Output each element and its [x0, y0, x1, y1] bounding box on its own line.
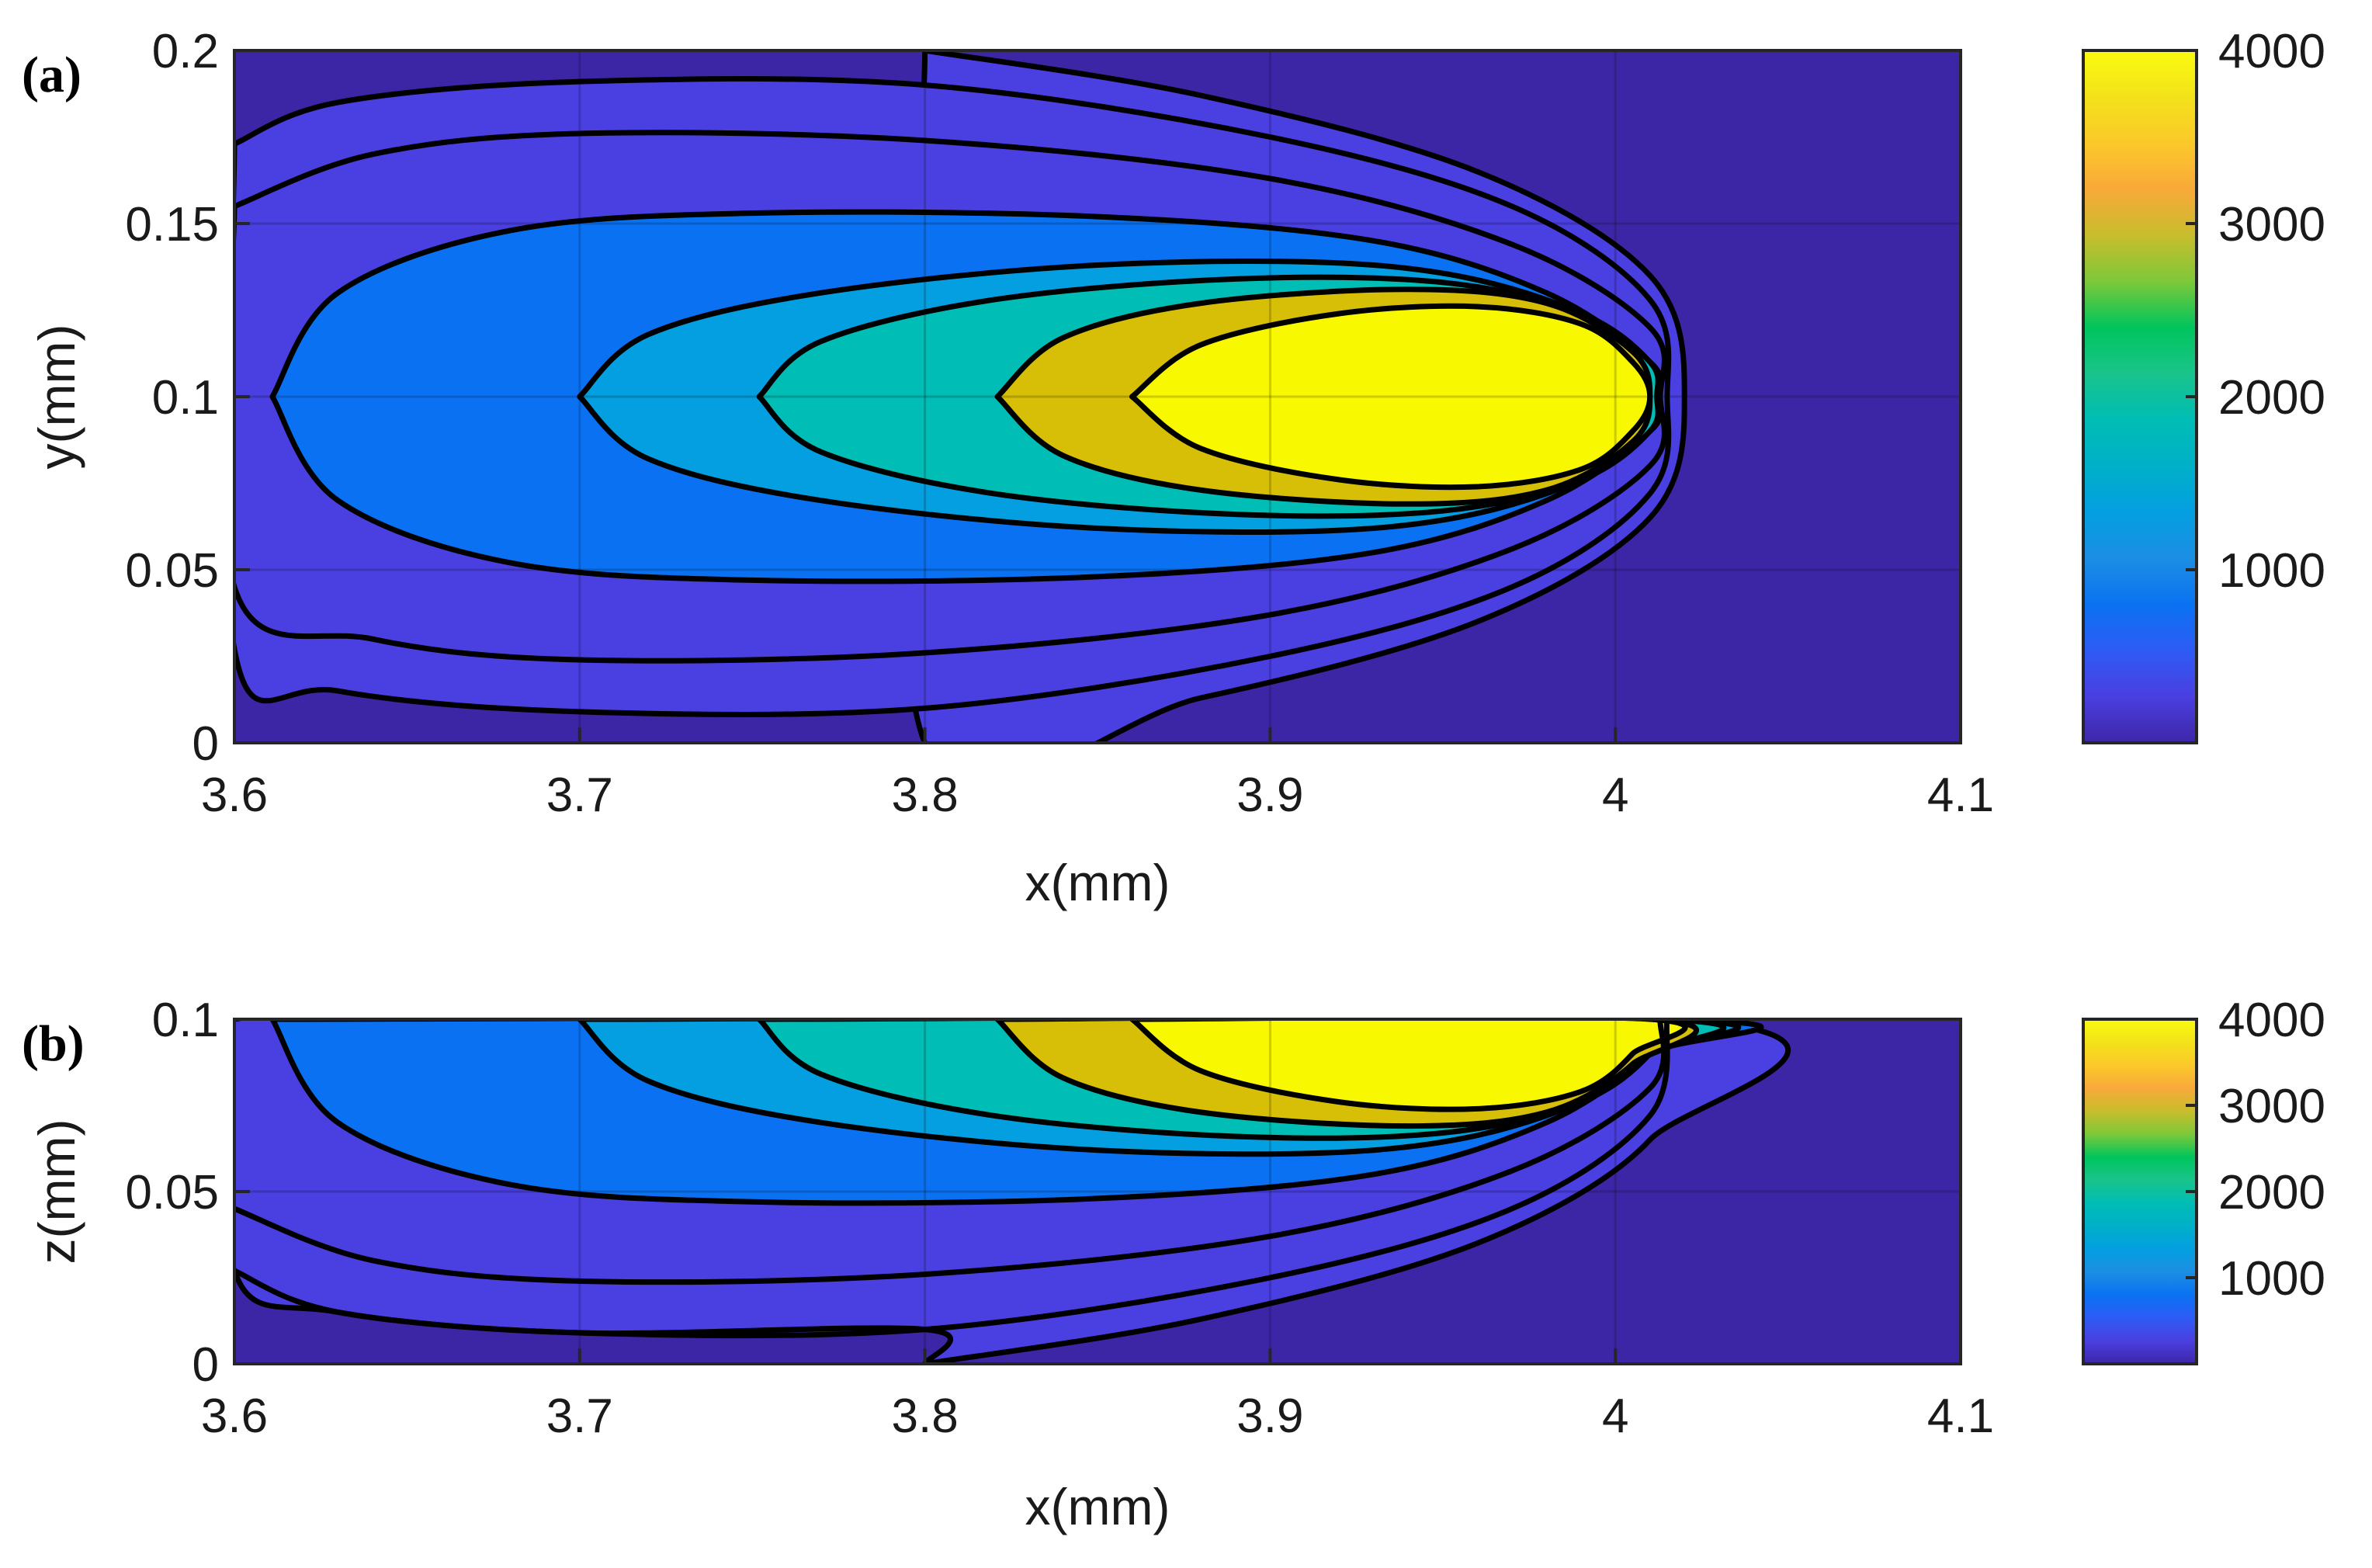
panel-a-colorbar-ticks: 1000 2000 3000 4000: [2186, 25, 2325, 598]
panel-b-x-tick-label: 4: [1602, 1389, 1628, 1443]
panel-a-contour-region-8: [1129, 303, 1653, 491]
panel-a-plot-area: [234, 50, 1961, 743]
panel-b-colorbar-ticks: 1000 2000 3000 4000: [2186, 994, 2325, 1306]
panel-b-colorbar-tick-label: 1000: [2218, 1252, 2325, 1306]
panel-b-contour-line-2: [234, 1019, 1667, 1285]
panel-a-y-tick-label: 0.15: [125, 198, 219, 252]
panel-a-y-tick-label: 0: [192, 717, 219, 771]
panel-a-x-tick-label: 3.6: [201, 768, 268, 822]
panel-b-grid: [234, 1019, 1961, 1364]
panel-b-contour-fills: [234, 1019, 1791, 1364]
panel-b-colorbar-tick-label: 2000: [2218, 1166, 2325, 1219]
panel-b-contour-region-6: [1129, 1019, 1688, 1112]
panel-a-y-tick-label: 0.05: [125, 544, 219, 598]
panel-b: (b) 3.6 3.7 3.8 3.9 4 4.1 0 0.05 0.1 x(mm) z(mm…: [22, 994, 2325, 1535]
panel-a-colorbar-tick-label: 4000: [2218, 25, 2325, 78]
panel-b-plot-area: [234, 1019, 1961, 1364]
panel-b-y-ticks: 0 0.05 0.1: [125, 994, 250, 1392]
panel-a-y-axis-label: y(mm): [28, 324, 85, 470]
panel-a-x-tick-label: 4: [1602, 768, 1628, 822]
panel-a-x-tick-label: 3.8: [891, 768, 958, 822]
panel-a-label: (a): [22, 47, 81, 103]
panel-b-x-tick-label: 3.8: [891, 1389, 958, 1443]
panel-b-y-axis-label: z(mm): [28, 1119, 85, 1264]
panel-a-x-tick-label: 3.9: [1236, 768, 1303, 822]
panel-b-x-tick-label: 3.9: [1236, 1389, 1303, 1443]
panel-b-colorbar-tick-label: 4000: [2218, 994, 2325, 1047]
panel-a-colorbar-tick-label: 1000: [2218, 544, 2325, 598]
panel-a-x-tick-label: 4.1: [1927, 768, 1994, 822]
panel-b-colorbar: [2082, 1018, 2198, 1365]
panel-b-y-tick-label: 0: [192, 1338, 219, 1392]
panel-a: (a) 3.6 3.7 3.8 3.9 4 4.1 0 0.05 0.1 0.15 0.2 x(m…: [22, 25, 2325, 911]
panel-b-y-tick-label: 0.05: [125, 1166, 219, 1219]
panel-b-x-axis-label: x(mm): [1025, 1478, 1170, 1535]
panel-a-contour-fills: [234, 50, 1687, 743]
panel-a-colorbar-tick-label: 2000: [2218, 371, 2325, 425]
panel-b-x-tick-label: 3.7: [546, 1389, 613, 1443]
panel-a-y-tick-label: 0.1: [152, 371, 219, 425]
panel-a-y-ticks: 0 0.05 0.1 0.15 0.2: [125, 25, 250, 771]
panel-a-x-ticks: 3.6 3.7 3.8 3.9 4 4.1: [201, 727, 1994, 822]
panel-a-x-axis-label: x(mm): [1025, 854, 1170, 911]
panel-a-colorbar-tick-label: 3000: [2218, 198, 2325, 252]
panel-a-x-tick-label: 3.7: [546, 768, 613, 822]
panel-b-x-tick-label: 4.1: [1927, 1389, 1994, 1443]
panel-b-label: (b): [22, 1015, 85, 1072]
panel-b-x-tick-label: 3.6: [201, 1389, 268, 1443]
panel-a-colorbar: [2082, 49, 2198, 744]
panel-b-colorbar-tick-label: 3000: [2218, 1080, 2325, 1133]
panel-b-y-tick-label: 0.1: [152, 994, 219, 1047]
panel-b-contour-line-1: [234, 1019, 1670, 1339]
panel-a-y-tick-label: 0.2: [152, 25, 219, 78]
panel-a-grid: [234, 50, 1961, 743]
panel-b-x-ticks: 3.6 3.7 3.8 3.9 4 4.1: [201, 1348, 1994, 1443]
